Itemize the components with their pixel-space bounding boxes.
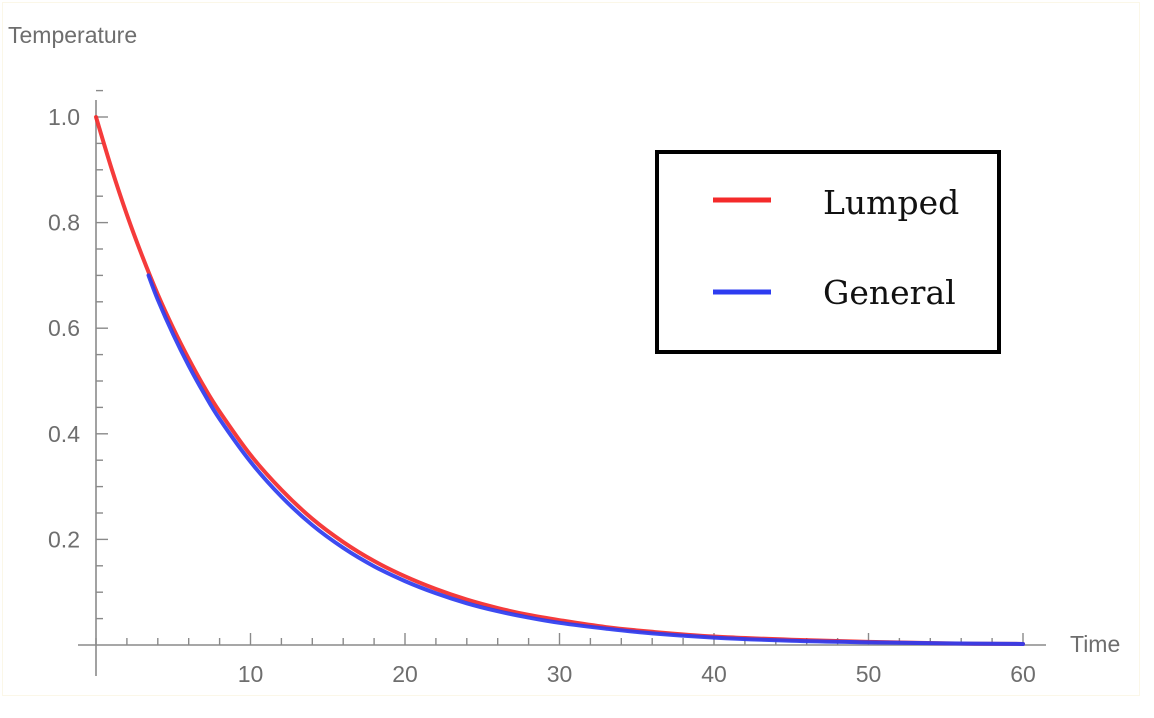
legend-label-general: General (823, 273, 956, 312)
legend: Lumped General (655, 150, 1001, 354)
x-tick-label: 10 (238, 661, 264, 687)
x-tick-label: 60 (1010, 661, 1036, 687)
x-axis-title: Time (1070, 631, 1120, 657)
x-tick-label: 40 (701, 661, 727, 687)
y-tick-label: 0.2 (48, 526, 80, 552)
x-tick-label: 30 (547, 661, 573, 687)
tick-labels: 10 20 30 40 50 60 0.2 0.4 0.6 0.8 1.0 (48, 104, 1036, 687)
y-tick-label: 0.4 (48, 421, 80, 447)
y-tick-label: 1.0 (48, 104, 80, 130)
legend-box (655, 150, 1001, 354)
legend-label-lumped: Lumped (823, 183, 959, 222)
ticks (95, 89, 1024, 645)
y-tick-label: 0.8 (48, 210, 80, 236)
x-tick-label: 50 (856, 661, 882, 687)
y-tick-label: 0.6 (48, 315, 80, 341)
x-tick-label: 20 (392, 661, 418, 687)
series-line-general (146, 273, 1025, 646)
y-axis-title: Temperature (8, 22, 137, 48)
chart-frame (2, 2, 1140, 696)
series-lines (94, 115, 1025, 646)
